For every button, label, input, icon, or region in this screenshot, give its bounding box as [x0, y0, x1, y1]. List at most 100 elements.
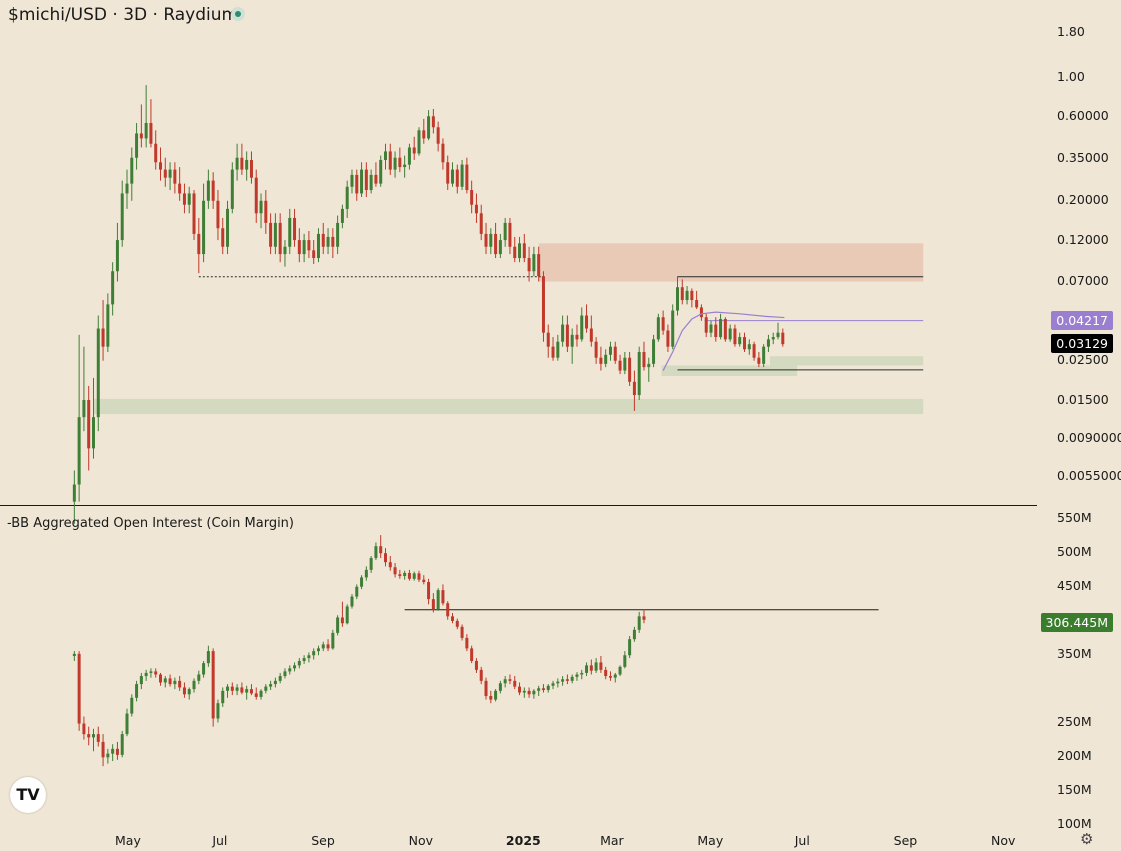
price-candle — [383, 151, 387, 160]
price-candle — [235, 157, 239, 170]
time-axis-tick: 2025 — [505, 833, 541, 848]
oi-candle — [465, 637, 469, 649]
oi-candle — [551, 683, 555, 686]
price-candle — [216, 200, 220, 229]
price-candle — [197, 233, 201, 255]
oi-candle — [178, 680, 182, 688]
price-candle — [546, 332, 550, 347]
price-candle — [671, 310, 675, 347]
oi-candle — [230, 686, 234, 691]
price-candle — [465, 164, 469, 191]
price-candle — [259, 200, 263, 214]
last-price-badge: 0.03129 — [1051, 333, 1113, 353]
price-candle — [532, 254, 536, 272]
oi-candle — [72, 653, 76, 656]
oi-candle — [427, 582, 431, 600]
price-candle — [345, 186, 349, 209]
oi-candle — [422, 579, 426, 583]
price-candle — [498, 240, 502, 255]
indicator-title: -BB Aggregated Open Interest (Coin Margi… — [7, 516, 294, 531]
price-candle — [556, 341, 560, 358]
time-axis-tick: Jul — [794, 833, 810, 848]
time-axis-tick: Nov — [408, 833, 433, 848]
price-candle — [72, 484, 76, 502]
price-candle — [723, 319, 727, 340]
oi-candle — [407, 572, 411, 579]
oi-candle — [360, 577, 364, 587]
oi-candle — [87, 734, 91, 738]
price-candle — [125, 183, 129, 194]
price-candle — [331, 236, 335, 247]
oi-candle — [546, 685, 550, 690]
price-axis-tick: 0.0055000 — [1057, 468, 1121, 483]
oi-candle — [307, 655, 311, 659]
oi-candle — [82, 723, 86, 735]
price-candle — [695, 300, 699, 308]
price-candle — [580, 315, 584, 340]
price-candle — [494, 233, 498, 255]
price-candle — [446, 162, 450, 184]
oi-candle — [585, 665, 589, 673]
oi-candle — [216, 703, 220, 719]
oi-candle — [441, 590, 445, 604]
oi-candle — [484, 680, 488, 697]
oi-candle — [541, 688, 545, 690]
price-candle — [135, 133, 139, 158]
price-candle — [771, 337, 775, 340]
price-candle — [245, 159, 249, 170]
price-candle — [628, 357, 632, 382]
oi-candle — [374, 546, 378, 559]
price-candle — [604, 354, 608, 364]
price-candle — [240, 157, 244, 170]
price-candle — [355, 174, 359, 194]
price-candle — [484, 233, 488, 247]
price-candle — [714, 324, 718, 338]
price-candle — [77, 417, 81, 485]
tradingview-logo-icon[interactable]: 𝗧𝗩 — [10, 777, 46, 813]
oi-candle — [575, 674, 579, 677]
oi-candle — [537, 688, 541, 691]
price-candle — [685, 290, 689, 301]
oi-candle — [527, 690, 531, 695]
oi-candle — [96, 734, 100, 742]
zone-support-2 — [661, 365, 798, 376]
oi-candle — [130, 697, 134, 714]
price-candle — [508, 222, 512, 247]
price-candle — [202, 200, 206, 255]
price-candle — [91, 417, 95, 449]
price-candle — [666, 330, 670, 347]
oi-candle — [321, 644, 325, 649]
price-candle — [522, 243, 526, 259]
price-candle — [427, 116, 431, 139]
price-candle — [599, 357, 603, 364]
oi-candle — [336, 617, 340, 633]
oi-candle — [226, 686, 230, 691]
price-axis-tick: 0.20000 — [1057, 192, 1109, 207]
price-candle — [326, 236, 330, 247]
oi-candle — [326, 644, 330, 649]
price-candle — [388, 151, 392, 170]
price-candle — [709, 324, 713, 333]
settings-gear-icon[interactable]: ⚙ — [1080, 831, 1094, 848]
price-candle — [460, 164, 464, 187]
oi-candle — [154, 671, 158, 675]
oi-candle — [508, 679, 512, 681]
price-candle — [776, 332, 780, 338]
oi-candle — [211, 651, 215, 719]
oi-candle — [589, 665, 593, 671]
price-candle — [690, 290, 694, 301]
oi-axis-tick: 150M — [1057, 782, 1092, 797]
oi-candle — [144, 672, 148, 677]
oi-candle — [479, 669, 483, 681]
price-candle — [120, 193, 124, 241]
oi-candle — [355, 586, 359, 597]
price-candle — [187, 193, 191, 205]
oi-axis-tick: 550M — [1057, 510, 1092, 525]
oi-candle — [513, 680, 517, 687]
oi-candle — [637, 616, 641, 630]
price-candle — [302, 240, 306, 255]
oi-candle — [446, 603, 450, 617]
oi-axis-tick: 100M — [1057, 816, 1092, 831]
oi-candle — [436, 590, 440, 610]
